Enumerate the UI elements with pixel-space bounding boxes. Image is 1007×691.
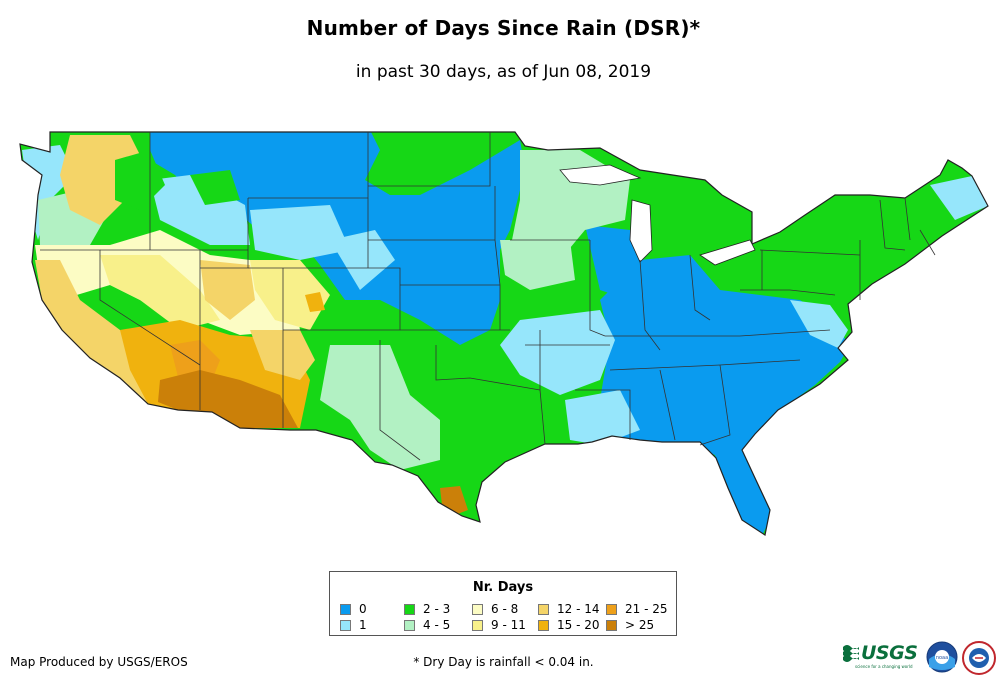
legend-swatch bbox=[606, 619, 617, 631]
region-1-wyoming bbox=[250, 205, 350, 260]
region-45-missouri bbox=[500, 240, 575, 290]
legend-item: 12 - 14 bbox=[538, 602, 600, 616]
region-23-pnw bbox=[115, 150, 165, 210]
region-1520-midwest-patch bbox=[305, 292, 325, 312]
legend-item: 21 - 25 bbox=[606, 602, 668, 616]
legend-label: 0 bbox=[359, 602, 367, 616]
legend-item: 4 - 5 bbox=[404, 618, 450, 632]
usgs-tagline: science for a changing world bbox=[855, 664, 913, 669]
legend-title: Nr. Days bbox=[472, 580, 534, 595]
conus-outline bbox=[19, 131, 989, 536]
legend-label: 15 - 20 bbox=[557, 618, 600, 632]
legend-item: 6 - 8 bbox=[472, 602, 518, 616]
region-1-nebraska bbox=[330, 230, 395, 290]
legend-label: 21 - 25 bbox=[625, 602, 668, 616]
legend-swatch bbox=[404, 603, 415, 615]
region-gt25-arizona bbox=[158, 370, 298, 428]
legend-item: 9 - 11 bbox=[472, 618, 526, 632]
credit-text: Map Produced by USGS/EROS bbox=[10, 655, 188, 669]
legend-label: 6 - 8 bbox=[491, 602, 519, 616]
lake-michigan bbox=[629, 199, 653, 263]
legend-swatch bbox=[538, 603, 549, 615]
legend-item: > 25 bbox=[606, 618, 654, 632]
region-911-nevada bbox=[100, 255, 220, 330]
legend-swatch bbox=[340, 603, 351, 615]
legend-label: 1 bbox=[359, 618, 367, 632]
region-1-northeast bbox=[930, 176, 988, 220]
usgs-wave-icon bbox=[843, 645, 859, 662]
legend-label: 12 - 14 bbox=[557, 602, 600, 616]
nws-logo bbox=[962, 641, 996, 675]
legend-label: 4 - 5 bbox=[423, 618, 451, 632]
region-0-michigan bbox=[585, 225, 645, 300]
legend-label: 9 - 11 bbox=[491, 618, 526, 632]
noaa-wordmark: noaa bbox=[936, 655, 948, 661]
noaa-logo: noaa bbox=[926, 641, 958, 673]
map-subtitle: in past 30 days, as of Jun 08, 2019 bbox=[355, 62, 652, 82]
legend-item: 15 - 20 bbox=[538, 618, 600, 632]
region-1214-utah bbox=[200, 260, 255, 320]
lake-superior bbox=[559, 164, 642, 186]
footnote-text: * Dry Day is rainfall < 0.04 in. bbox=[413, 655, 594, 669]
region-1-louisiana bbox=[565, 390, 640, 445]
legend-swatch bbox=[404, 619, 415, 631]
legend-swatch bbox=[538, 619, 549, 631]
legend-item: 0 bbox=[340, 602, 367, 616]
legend-label: 2 - 3 bbox=[423, 602, 451, 616]
legend-label: > 25 bbox=[625, 618, 655, 632]
region-1520-newmexico bbox=[250, 330, 315, 380]
legend-item: 1 bbox=[340, 618, 367, 632]
usgs-logo: USGS science for a changing world bbox=[843, 642, 918, 669]
legend-swatch bbox=[340, 619, 351, 631]
legend-swatch bbox=[606, 603, 617, 615]
state-boundaries bbox=[40, 132, 936, 461]
region-1-mid-atlantic bbox=[790, 300, 848, 348]
lake-erie bbox=[699, 239, 756, 266]
region-1-arkansas bbox=[500, 310, 615, 395]
legend-swatch bbox=[472, 603, 483, 615]
region-23-montana bbox=[190, 170, 240, 205]
legend: Nr. Days 0 1 2 - 3 4 - 5 6 - 8 9 - 11 12… bbox=[329, 571, 677, 636]
usgs-wordmark: USGS bbox=[861, 642, 918, 664]
legend-item: 2 - 3 bbox=[404, 602, 450, 616]
legend-swatch bbox=[472, 619, 483, 631]
region-1-idaho bbox=[150, 175, 250, 245]
map-title: Number of Days Since Rain (DSR)* bbox=[306, 16, 701, 40]
region-911-colorado bbox=[250, 260, 330, 330]
